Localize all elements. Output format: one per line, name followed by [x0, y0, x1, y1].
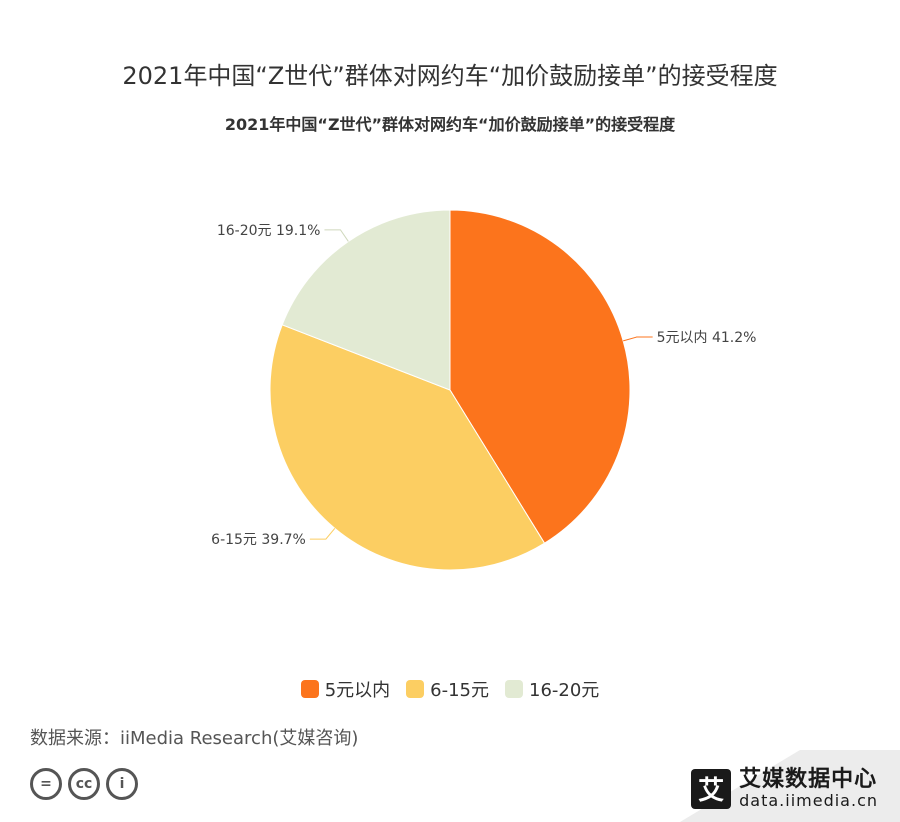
- legend-item-slice2[interactable]: 6-15元: [406, 676, 489, 702]
- pie-slice[interactable]: [269, 324, 546, 571]
- brand-logo-icon: 艾: [691, 768, 732, 809]
- brand-name: 艾媒数据中心: [739, 767, 878, 792]
- chart-title: 2021年中国“Z世代”群体对网约车“加价鼓励接单”的接受程度: [225, 115, 676, 134]
- pie-slice[interactable]: [449, 209, 631, 544]
- brand: 艾 艾媒数据中心 data.iimedia.cn: [691, 767, 878, 811]
- legend-swatch: [505, 680, 523, 698]
- brand-band: [680, 750, 900, 822]
- slice-data-label: 16-20元 19.1%: [217, 223, 321, 239]
- legend-label: 16-20元: [529, 680, 600, 701]
- legend-item-slice3[interactable]: 16-20元: [505, 676, 599, 702]
- legend-label: 6-15元: [430, 680, 489, 701]
- legend-label: 5元以内: [324, 680, 391, 701]
- chart-legend: 5元以内 6-15元 16-20元: [0, 676, 900, 702]
- label-leader-line: [324, 229, 349, 242]
- page-title: 2021年中国“Z世代”群体对网约车“加价鼓励接单”的接受程度: [122, 62, 778, 90]
- legend-swatch: [406, 680, 425, 698]
- source-note: 数据来源：iiMedia Research(艾媒咨询): [30, 728, 359, 749]
- cc-icon: cc: [68, 768, 100, 800]
- label-leader-line: [623, 336, 653, 342]
- brand-url: data.iimedia.cn: [739, 791, 878, 811]
- slice-data-label: 5元以内 41.2%: [657, 330, 757, 346]
- legend-swatch: [300, 680, 319, 698]
- legend-item-slice1[interactable]: 5元以内: [300, 676, 391, 702]
- person-icon: i: [106, 768, 138, 800]
- slice-data-label: 6-15元 39.7%: [211, 532, 306, 548]
- license-icons: = cc i: [30, 768, 138, 800]
- label-leader-line: [309, 528, 336, 540]
- equal-icon: =: [30, 768, 62, 800]
